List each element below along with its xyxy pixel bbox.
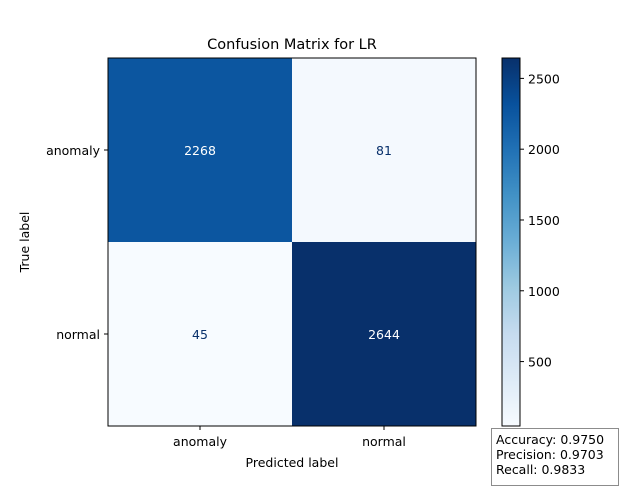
matrix-cell [108, 58, 292, 242]
colorbar-tick-label: 2500 [528, 71, 560, 86]
precision-metric: Precision: 0.9703 [496, 447, 604, 462]
chart-title: Confusion Matrix for LR [207, 37, 377, 53]
colorbar-tick-label: 1500 [528, 213, 560, 228]
colorbar-ticks: 500 1000 1500 2000 2500 [520, 71, 560, 370]
x-axis-label: Predicted label [246, 455, 339, 470]
matrix-frame [107, 57, 477, 427]
metrics-box: Accuracy: 0.9750 Precision: 0.9703 Recal… [491, 428, 619, 486]
matrix-cell [292, 242, 476, 426]
matrix-cell [292, 58, 476, 242]
accuracy-metric: Accuracy: 0.9750 [496, 432, 605, 447]
colorbar [501, 57, 521, 427]
cell-value-label: 2644 [368, 327, 400, 342]
y-axis-label: True label [17, 212, 32, 274]
x-axis-ticks: anomaly normal [173, 426, 406, 449]
colorbar-tick-label: 2000 [528, 142, 560, 157]
y-tick-label: anomaly [46, 143, 101, 158]
colorbar-tick-label: 500 [528, 355, 552, 370]
cell-value-label: 81 [376, 143, 392, 158]
matrix-cells: 2268 81 45 2644 [108, 58, 476, 426]
y-axis-ticks: anomaly normal [46, 143, 108, 342]
x-tick-label: anomaly [173, 434, 228, 449]
cell-value-label: 45 [192, 327, 208, 342]
matrix-cell [108, 242, 292, 426]
colorbar-tick-label: 1000 [528, 284, 560, 299]
cell-value-label: 2268 [184, 143, 216, 158]
y-tick-label: normal [56, 327, 100, 342]
recall-metric: Recall: 0.9833 [496, 462, 586, 477]
x-tick-label: normal [362, 434, 406, 449]
